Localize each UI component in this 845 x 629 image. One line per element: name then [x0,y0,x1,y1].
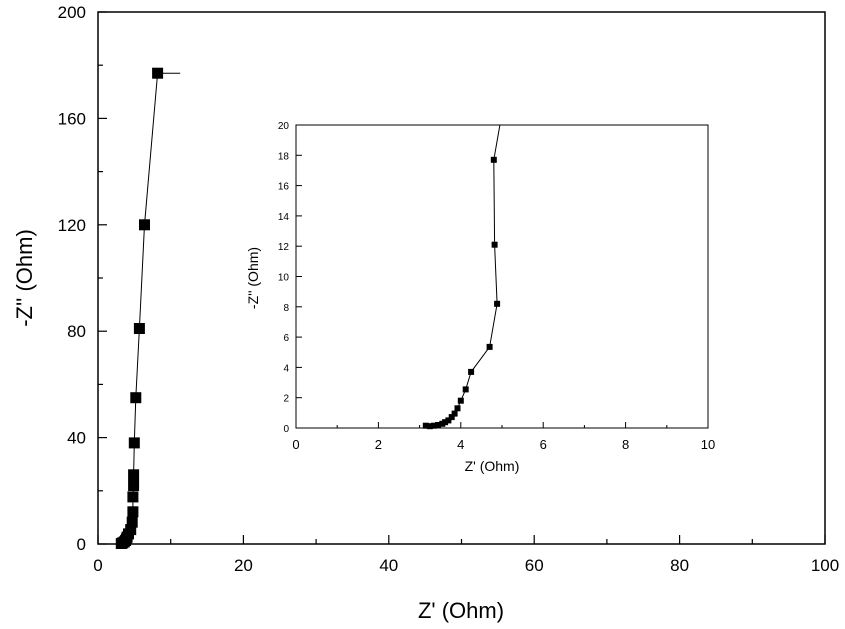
main-data-point [139,219,150,231]
main-y-tick-label: 160 [58,109,86,128]
inset-data-point [431,422,437,429]
inset-y-tick-label: 6 [283,333,289,344]
main-y-tick-label: 40 [67,429,86,448]
main-x-axis-label: Z' (Ohm) [418,598,504,623]
main-data-point [133,323,145,334]
inset-data-point [490,156,497,163]
main-x-tick-label: 60 [525,556,544,575]
inset-plot-background [296,125,708,428]
inset-plot: 0 2 4 6 8 10 0 2 4 6 8 10 12 14 16 18 20 Z' (Ohm) -Z'' … [245,121,715,474]
inset-series-group [422,124,501,430]
main-y-tick-label: 80 [67,322,86,341]
inset-data-point [426,423,433,430]
main-y-tick-labels: 0 40 80 120 160 200 [58,3,86,554]
inset-x-tick-label: 0 [292,437,299,452]
inset-x-tick-label: 2 [375,437,382,452]
inset-y-tick-label: 16 [278,182,290,193]
main-data-point [152,67,164,79]
inset-y-tick-label: 0 [283,424,289,435]
inset-y-tick-label: 10 [278,273,290,284]
main-x-tick-label: 20 [234,556,253,575]
inset-data-point [445,417,452,424]
inset-y-tick-label: 2 [283,394,289,405]
inset-x-axis-ticks [295,422,709,428]
main-y-axis-label: -Z'' (Ohm) [12,229,37,327]
inset-data-point [462,386,469,393]
inset-y-tick-label: 20 [278,121,290,132]
inset-x-tick-label: 4 [457,437,464,452]
main-series-group [115,67,181,549]
inset-y-tick-label: 14 [278,212,290,223]
inset-data-point [442,419,449,426]
inset-y-tick-label: 4 [283,363,289,374]
inset-y-tick-label: 8 [283,303,289,314]
main-y-tick-label: 0 [77,535,86,554]
inset-y-axis-ticks [296,124,302,429]
inset-data-point [422,422,429,429]
main-x-tick-labels: 0 20 40 60 80 100 [93,556,839,575]
main-y-tick-label: 200 [58,3,86,22]
inset-x-tick-label: 6 [540,437,547,452]
inset-data-point [454,405,461,412]
main-data-point [128,480,140,491]
inset-x-tick-labels: 0 2 4 6 8 10 [292,437,715,452]
main-y-tick-label: 120 [58,216,86,235]
inset-data-point [448,414,455,421]
inset-y-axis-label: -Z'' (Ohm) [245,247,261,309]
inset-data-point [486,343,493,350]
inset-data-point [494,300,501,307]
inset-data-point [435,422,442,428]
main-data-point [128,469,140,481]
main-x-axis-ticks [97,535,826,544]
inset-y-tick-label: 18 [278,151,290,162]
inset-y-tick-labels: 0 2 4 6 8 10 12 14 16 18 20 [278,121,290,435]
main-x-tick-label: 40 [379,556,398,575]
main-x-tick-label: 100 [811,556,839,575]
inset-data-point [451,410,458,417]
main-x-tick-label: 80 [670,556,689,575]
main-data-point [127,506,139,518]
main-data-point [128,437,140,449]
main-data-point [130,392,142,404]
main-data-point [127,491,139,503]
inset-x-tick-label: 8 [622,437,629,452]
inset-y-tick-label: 12 [278,242,290,253]
inset-x-axis-label: Z' (Ohm) [465,458,520,474]
inset-data-point [468,368,475,375]
inset-data-point [491,241,498,248]
main-data-point [126,516,138,528]
inset-x-tick-label: 10 [701,437,715,452]
inset-data-point [457,397,464,404]
main-x-tick-label: 0 [93,556,102,575]
main-y-axis-ticks [98,11,107,545]
main-data-point [125,524,137,536]
